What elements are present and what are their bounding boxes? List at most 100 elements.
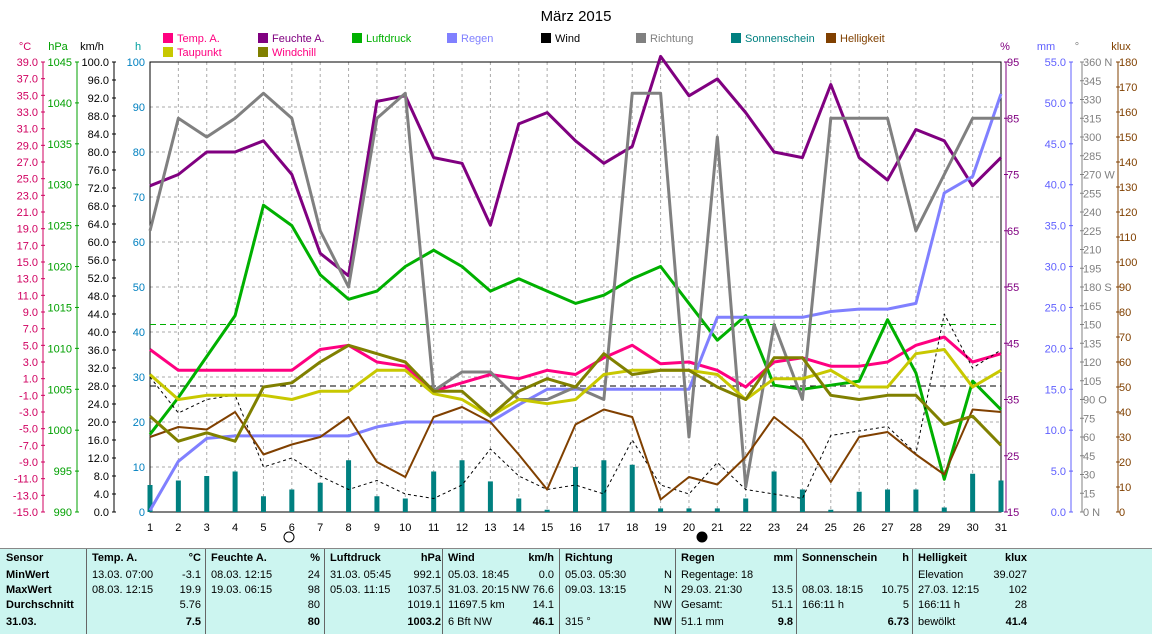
cell-dir-value-2: NW xyxy=(653,599,672,611)
tick-wind: 96.0 xyxy=(88,75,109,87)
x-tick: 22 xyxy=(740,522,752,534)
x-tick: 18 xyxy=(626,522,638,534)
tick-temp: 23.0 xyxy=(17,190,38,202)
tick-hours: 0 xyxy=(139,507,145,519)
cell-lux-label-3: bewölkt xyxy=(918,616,956,628)
statistics-table: Sensor MinWert MaxWert Durchschnitt 31.0… xyxy=(0,548,1152,634)
tick-direction: 240 xyxy=(1083,207,1101,219)
tick-temp: -7.0 xyxy=(19,440,38,452)
tick-hours: 70 xyxy=(133,192,145,204)
sunshine-bar xyxy=(232,471,238,512)
sunshine-bar xyxy=(374,496,380,512)
tick-temp: 5.0 xyxy=(23,340,38,352)
cell-wind-value-1: NW 76.6 xyxy=(511,584,554,596)
tick-lux: 140 xyxy=(1119,157,1137,169)
legend: Temp. A. Feuchte A. Luftdruck Regen Wind Rich… xyxy=(163,33,885,59)
cell-wind-label-2: 11697.5 km xyxy=(448,599,505,611)
x-tick: 29 xyxy=(938,522,950,534)
tick-wind: 72.0 xyxy=(88,183,109,195)
x-tick: 25 xyxy=(825,522,837,534)
cell-lux-value-0: 39.027 xyxy=(993,569,1027,581)
tick-direction: 60 xyxy=(1083,432,1095,444)
unit-temp: °C xyxy=(19,41,31,53)
x-tick: 6 xyxy=(289,522,295,534)
tick-wind: 32.0 xyxy=(88,363,109,375)
row-durchschnitt: Durchschnitt xyxy=(6,599,74,611)
tick-wind: 80.0 xyxy=(88,147,109,159)
tick-hours: 10 xyxy=(133,462,145,474)
x-tick: 24 xyxy=(796,522,808,534)
sunshine-bar xyxy=(175,480,181,512)
tick-wind: 100.0 xyxy=(81,57,109,69)
unit-hum: % xyxy=(310,552,320,564)
x-tick: 16 xyxy=(569,522,581,534)
x-tick: 15 xyxy=(541,522,553,534)
tick-wind: 44.0 xyxy=(88,309,109,321)
moon-full-icon xyxy=(696,531,708,543)
sunshine-bar xyxy=(743,498,749,512)
tick-wind: 0.0 xyxy=(94,507,109,519)
unit-wind: km/h xyxy=(80,41,104,53)
tick-pressure: 995 xyxy=(54,466,72,478)
tick-direction: 90 O xyxy=(1083,395,1107,407)
tick-temp: 39.0 xyxy=(17,57,38,69)
column-separator xyxy=(86,549,87,634)
legend-label-6: Sonnenschein xyxy=(745,33,815,45)
x-tick: 11 xyxy=(428,522,439,534)
x-tick: 20 xyxy=(683,522,695,534)
tick-percent: 75 xyxy=(1007,170,1019,182)
tick-temp: 17.0 xyxy=(17,240,38,252)
cell-temp-label-0: 13.03. 07:00 xyxy=(92,569,154,581)
x-tick: 23 xyxy=(768,522,780,534)
cell-press-label-0: 31.03. 05:45 xyxy=(330,569,392,581)
tick-hours: 20 xyxy=(133,417,145,429)
tick-direction: 195 xyxy=(1083,263,1101,275)
tick-rain: 55.0 xyxy=(1045,57,1066,69)
tick-percent: 15 xyxy=(1007,507,1019,519)
column-separator xyxy=(796,549,797,634)
x-tick: 7 xyxy=(317,522,323,534)
tick-temp: 27.0 xyxy=(17,157,38,169)
column-separator xyxy=(442,549,443,634)
cell-sun-label-2: 166:11 h xyxy=(802,599,845,611)
unit-pressure: hPa xyxy=(48,41,68,53)
tick-lux: 120 xyxy=(1119,207,1137,219)
tick-temp: 19.0 xyxy=(17,224,38,236)
cell-wind-label-0: 05.03. 18:45 xyxy=(448,569,510,581)
tick-pressure: 1025 xyxy=(48,221,72,233)
header-rain: Regen xyxy=(681,552,715,564)
cell-hum-value-1: 98 xyxy=(307,584,320,596)
sunshine-bar xyxy=(573,467,578,512)
series-line-0 xyxy=(149,335,1002,393)
tick-temp: -13.0 xyxy=(13,490,38,502)
col-hum: Feuchte A.% 08.03. 12:15 24 19.03. 06:15 98 8… xyxy=(211,549,326,634)
sunshine-bar xyxy=(913,489,919,512)
series-line-3 xyxy=(148,93,1003,512)
tick-percent: 95 xyxy=(1007,57,1019,69)
tick-wind: 56.0 xyxy=(88,255,109,267)
sunshine-bar xyxy=(601,460,607,512)
legend-label-5: Richtung xyxy=(650,33,693,45)
tick-rain: 45.0 xyxy=(1045,139,1066,151)
tick-rain: 25.0 xyxy=(1045,302,1066,314)
tick-hours: 40 xyxy=(133,327,145,339)
sunshine-bar xyxy=(402,498,408,512)
cell-press-label-1: 05.03. 11:15 xyxy=(330,584,391,596)
column-separator xyxy=(675,549,676,634)
x-tick: 2 xyxy=(175,522,181,534)
tick-hours: 30 xyxy=(133,372,145,384)
chart-title: März 2015 xyxy=(541,8,612,25)
series-line-4 xyxy=(149,313,1002,499)
unit-press: hPa xyxy=(420,552,441,564)
tick-temp: 35.0 xyxy=(17,90,38,102)
tick-direction: 330 xyxy=(1083,95,1101,107)
tick-wind: 52.0 xyxy=(88,273,109,285)
tick-wind: 64.0 xyxy=(88,219,109,231)
col-dir: Richtung 05.03. 05:30 N 09.03. 13:15 N NW 315 … xyxy=(565,549,678,634)
sunshine-bar xyxy=(459,460,465,512)
cell-temp-value-1: 19.9 xyxy=(179,584,201,596)
tick-direction: 210 xyxy=(1083,245,1101,257)
x-tick: 26 xyxy=(853,522,865,534)
cell-sun-value-1: 10.75 xyxy=(881,584,909,596)
tick-rain: 0.0 xyxy=(1051,507,1066,519)
